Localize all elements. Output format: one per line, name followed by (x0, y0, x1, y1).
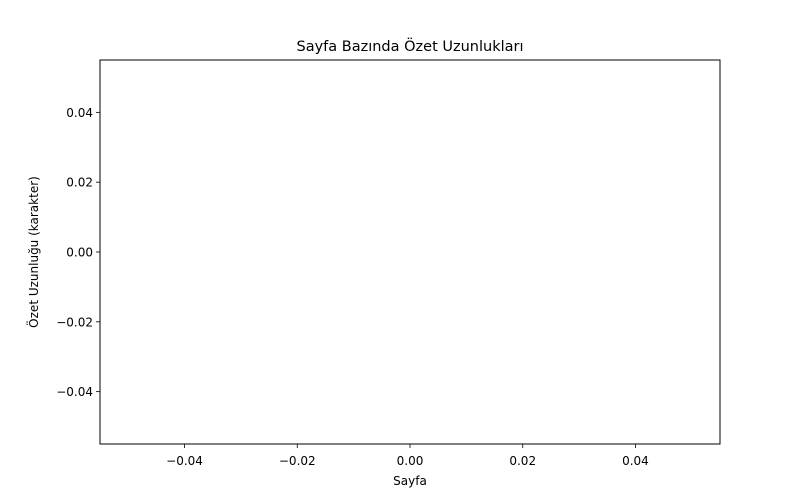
x-tick-label: −0.02 (279, 454, 316, 468)
chart-title: Sayfa Bazında Özet Uzunlukları (297, 37, 524, 55)
y-axis: −0.04 −0.02 0.00 0.02 0.04 (56, 106, 100, 399)
x-tick-label: 0.00 (397, 454, 424, 468)
y-tick-label: 0.02 (66, 176, 93, 190)
y-tick-label: −0.02 (56, 315, 93, 329)
plot-frame (99, 59, 721, 445)
x-axis-label: Sayfa (393, 474, 427, 488)
x-axis: −0.04 −0.02 0.00 0.02 0.04 (166, 444, 649, 468)
x-tick-label: −0.04 (166, 454, 203, 468)
y-tick-label: 0.00 (66, 246, 93, 260)
x-tick-label: 0.04 (622, 454, 649, 468)
y-tick-label: −0.04 (56, 385, 93, 399)
y-axis-label: Özet Uzunluğu (karakter) (25, 176, 41, 328)
x-tick-label: 0.02 (509, 454, 536, 468)
y-tick-label: 0.04 (66, 106, 93, 120)
